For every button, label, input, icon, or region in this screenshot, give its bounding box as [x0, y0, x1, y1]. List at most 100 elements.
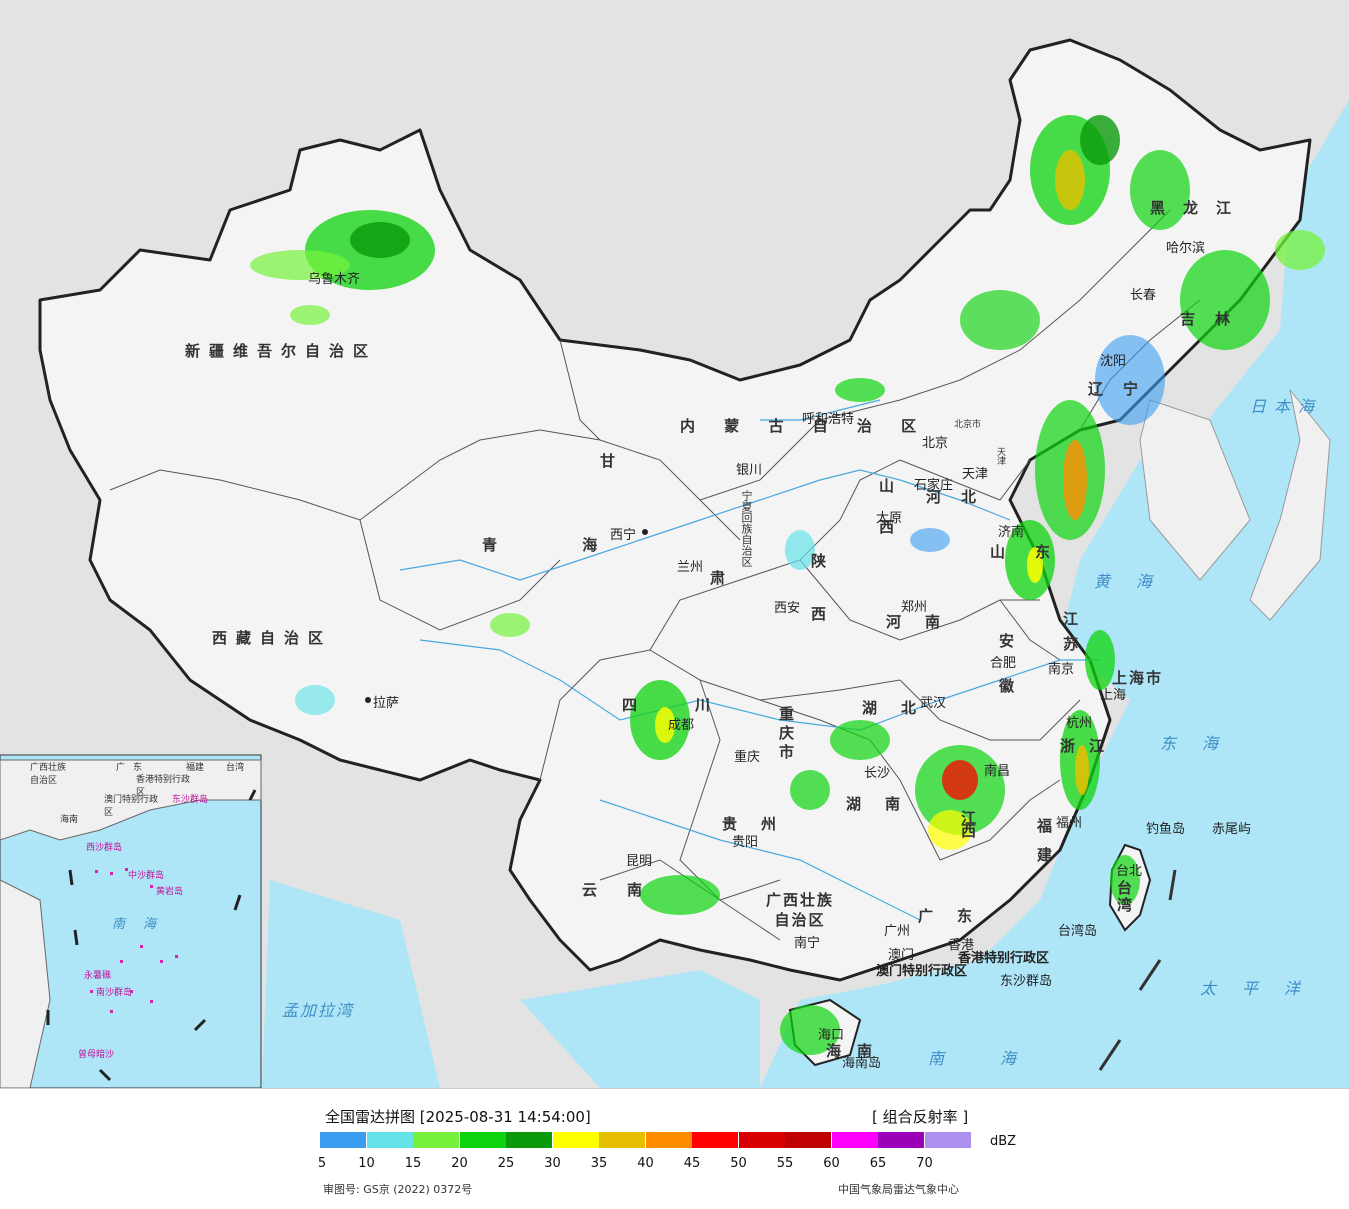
city-xining: 西宁: [610, 528, 637, 543]
scale-swatch: [552, 1132, 599, 1148]
scale-tick-label: 20: [451, 1156, 468, 1171]
city-hefei: 合肥: [990, 656, 1017, 671]
province-hunan: 湖南: [846, 795, 925, 813]
province-xizang: 西藏自治区: [212, 629, 333, 647]
city-jinan: 济南: [998, 525, 1025, 540]
scale-tick-label: 35: [590, 1156, 608, 1171]
inset-land-west: [0, 879, 51, 1088]
scale-tick-label: 60: [823, 1156, 840, 1171]
province-gansu-2: 肃: [710, 569, 740, 587]
label-hainandao: 海南岛: [842, 1056, 882, 1071]
sea-dong: 东海: [1160, 734, 1245, 753]
city-tianjin: 天津: [962, 467, 989, 482]
sea-south: [520, 970, 760, 1088]
city-wuhan: 武汉: [920, 696, 947, 711]
inset-islands: [90, 868, 178, 1013]
scale-swatch: [831, 1132, 878, 1148]
city-beijing: 北京: [922, 436, 949, 451]
province-hebei: 河北: [926, 488, 997, 506]
scale-swatch: [599, 1132, 645, 1148]
city-fuzhou: 福州: [1056, 816, 1083, 831]
scale-swatch: [878, 1132, 924, 1148]
city-tianjin-shi: 天津: [995, 447, 1005, 465]
city-lhasa: 拉萨: [373, 696, 400, 711]
label-diaoyu: 钓鱼岛: [1146, 822, 1186, 837]
inset-coast: [0, 759, 262, 841]
approval-number: 审图号: GS京 (2022) 0372号: [323, 1183, 473, 1196]
label-taiwandao: 台湾岛: [1058, 924, 1098, 939]
inset-taiwan: 台湾: [226, 763, 245, 773]
inset-hainan: 海南: [60, 815, 79, 825]
map-canvas: [0, 38, 1349, 1088]
legend-unit: dBZ: [990, 1134, 1017, 1149]
city-lanzhou: 兰州: [677, 560, 704, 575]
scale-tick-label: 50: [730, 1156, 747, 1171]
legend-product: [ 组合反射率 ]: [872, 1108, 969, 1126]
inset-zengmu: 曾母暗沙: [78, 1050, 115, 1060]
city-changchun: 长春: [1130, 288, 1157, 303]
scale-swatch: [738, 1132, 785, 1148]
scale-tick-label: 70: [916, 1156, 933, 1171]
inset-nanhai: 南海: [112, 917, 175, 932]
city-changsha: 长沙: [864, 766, 891, 781]
city-taiyuan: 太原: [876, 511, 903, 526]
city-dot: [365, 697, 371, 703]
province-liaoning: 辽宁: [1088, 380, 1159, 398]
city-shenyang: 沈阳: [1100, 354, 1127, 369]
radar-echoes: [250, 115, 1325, 1055]
province-jiangsu: 江苏: [1061, 611, 1079, 661]
province-shandong: 山东: [990, 543, 1081, 561]
legend: 全国雷达拼图 [2025-08-31 14:54:00] [ 组合反射率 ] d…: [0, 1088, 1349, 1209]
sea-bay: [262, 880, 440, 1088]
province-hubei: 湖北: [862, 699, 941, 717]
scale-swatch: [459, 1132, 506, 1148]
city-guangzhou: 广州: [884, 924, 911, 939]
inset-guangxi: 广西壮族自治区: [30, 763, 67, 786]
province-sichuan: 四川: [622, 696, 769, 714]
inset-hk: 香港特别行政区: [136, 775, 191, 798]
city-nanning: 南宁: [794, 936, 821, 951]
label-hk-sar: 香港特别行政区: [958, 951, 1050, 966]
sea-bengal: 孟加拉湾: [282, 1001, 355, 1020]
korea: [1139, 399, 1251, 581]
city-beijing-shi: 北京市: [954, 420, 982, 430]
inset-dashes: [46, 789, 257, 1082]
city-yinchuan: 银川: [736, 463, 763, 478]
inset-mo: 澳门特别行政区: [104, 795, 159, 818]
province-guangdong: 广东: [918, 907, 997, 925]
province-guizhou: 贵州: [722, 815, 801, 833]
scale-swatch: [366, 1132, 413, 1148]
scale-swatch: [692, 1132, 738, 1148]
sea-east: [760, 100, 1349, 1088]
city-chongqing: 重庆: [734, 750, 761, 765]
inset-xisha: 西沙群岛: [86, 843, 123, 853]
province-guangxi: 广西壮族自治区: [765, 891, 834, 929]
province-jilin: 吉林: [1180, 310, 1251, 328]
province-anhui: 安徽: [997, 633, 1015, 723]
province-ningxia: 宁夏回族自治区: [740, 490, 753, 567]
city-hongkong: 香港: [948, 938, 975, 953]
inset-zhongsha: 中沙群岛: [128, 871, 165, 881]
sea-japan: 日本海: [1250, 397, 1323, 416]
city-xian: 西安: [774, 601, 801, 616]
city-macau: 澳门: [888, 948, 915, 963]
province-chongqing: 重庆市: [777, 706, 795, 763]
city-kunming: 昆明: [626, 854, 653, 869]
city-nanjing: 南京: [1048, 662, 1075, 677]
city-hohhot: 呼和浩特: [802, 412, 855, 427]
inset-guangdong: 广东: [116, 763, 151, 773]
province-shanxi: 山西: [877, 478, 895, 560]
japan: [1249, 389, 1331, 621]
city-dot: [642, 529, 648, 535]
province-xinjiang: 新疆维吾尔自治区: [185, 342, 378, 360]
city-hangzhou: 杭州: [1066, 716, 1093, 731]
province-boundaries: [109, 209, 1201, 941]
province-yunnan: 云南: [582, 881, 673, 899]
province-fujian: 福建: [1035, 818, 1053, 876]
city-taipei: 台北: [1116, 864, 1143, 879]
label-chiwei: 赤尾屿: [1212, 822, 1252, 837]
province-heilongjiang: 黑龙江: [1150, 199, 1250, 217]
province-gansu: 甘: [600, 452, 630, 470]
scale-swatch: [413, 1132, 459, 1148]
province-jiangxi: 江西: [959, 810, 977, 836]
